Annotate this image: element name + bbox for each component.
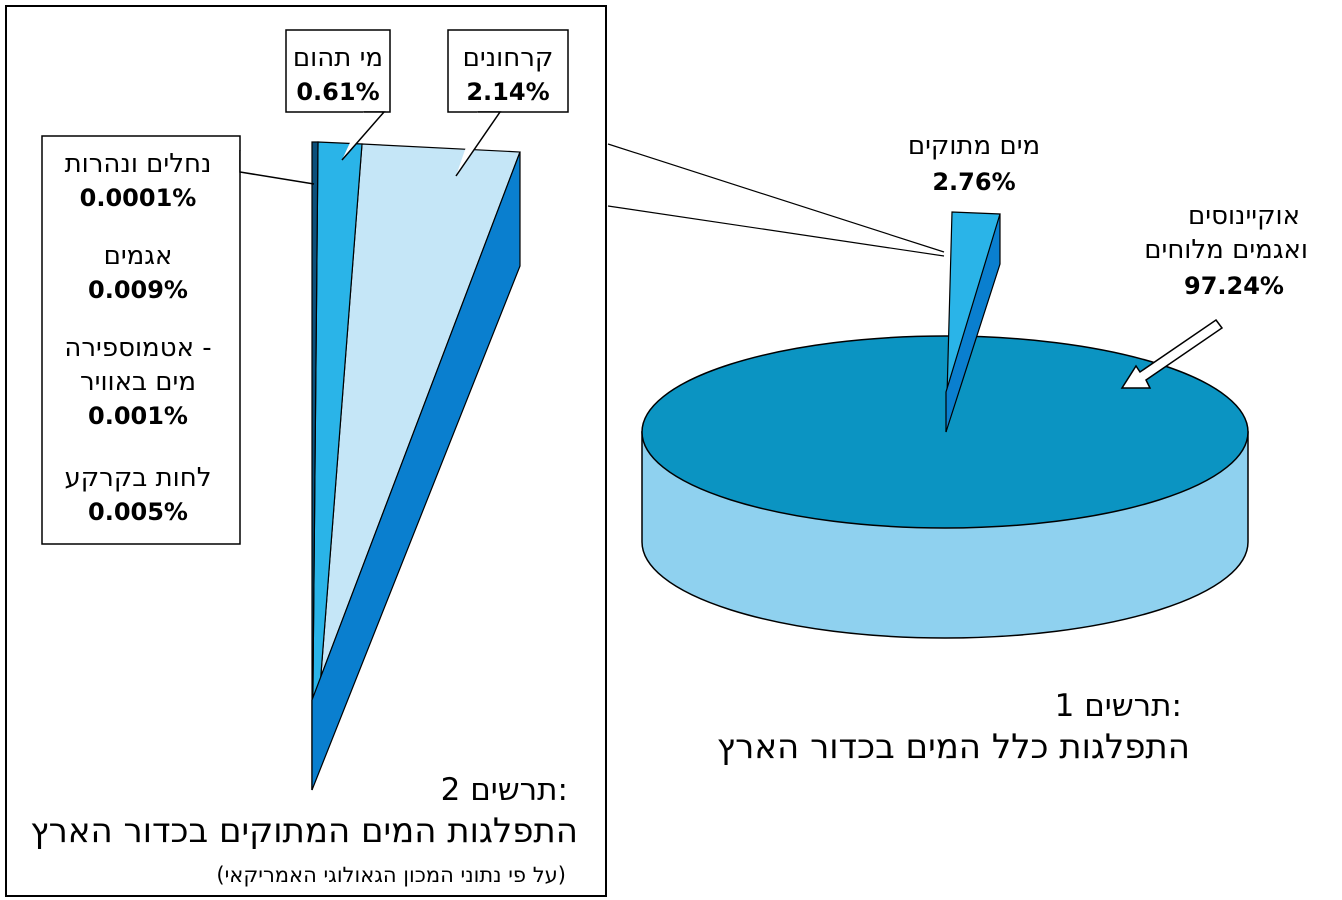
fresh-water-value: 2.76% [932, 168, 1015, 196]
world-water-pie [642, 336, 1248, 638]
soil-moisture-value: 0.005% [88, 498, 188, 526]
oceans-label-2: ואגמים מלוחים [1144, 235, 1308, 265]
groundwater-label: מי תהום [293, 43, 383, 73]
glaciers-label: קרחונים [463, 43, 554, 73]
chart1-title-line1: תרשים 1: [1055, 688, 1182, 724]
lakes-value: 0.009% [88, 276, 188, 304]
lakes-label: אגמים [104, 241, 173, 271]
rivers-value: 0.0001% [80, 184, 197, 212]
fresh-water-label: מים מתוקים [908, 131, 1040, 161]
oceans-label-1: אוקיינוסים [1188, 201, 1300, 231]
atmosphere-value: 0.001% [88, 402, 188, 430]
groundwater-value: 0.61% [296, 78, 379, 106]
oceans-value: 97.24% [1184, 272, 1284, 300]
connector-bottom [608, 206, 944, 256]
atmosphere-label-1: אטמוספירה - [64, 333, 211, 363]
rivers-label: נחלים ונהרות [65, 149, 212, 179]
chart2-title-line1: תרשים 2: [441, 772, 568, 808]
fresh-water-wedge [312, 142, 520, 790]
chart2-source: (על פי נתוני המכון הגאולוגי האמריקאי) [216, 863, 566, 887]
chart2-title-line2: התפלגות המים המתוקים בכדור הארץ [30, 811, 578, 851]
others-pointer [240, 150, 314, 184]
glaciers-value: 2.14% [466, 78, 549, 106]
soil-moisture-label: לחות בקרקע [64, 463, 211, 493]
connector-top [608, 144, 944, 252]
atmosphere-label-2: מים באוויר [80, 367, 196, 397]
chart1-title-line2: התפלגות כלל המים בכדור הארץ [717, 727, 1190, 767]
